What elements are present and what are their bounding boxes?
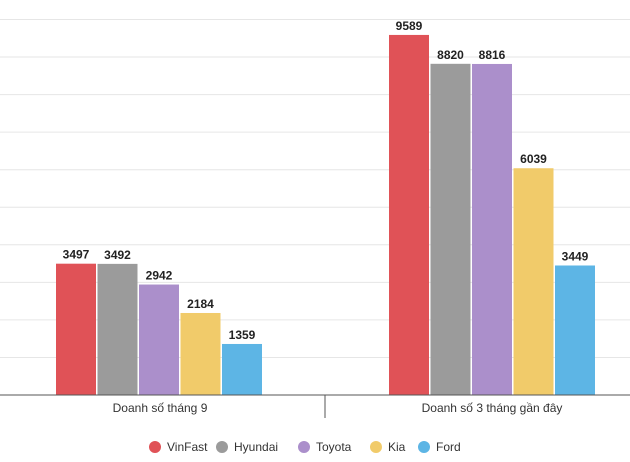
bar-kia-1 <box>513 168 554 395</box>
data-label: 6039 <box>520 152 547 166</box>
x-axis <box>0 394 630 418</box>
data-label: 2942 <box>146 269 173 283</box>
data-label: 9589 <box>396 19 423 33</box>
legend: VinFast Hyundai Toyota Kia Ford <box>149 440 461 454</box>
data-label: 3497 <box>63 248 90 262</box>
legend-label: Kia <box>388 440 406 454</box>
data-label: 2184 <box>187 297 214 311</box>
category-labels-group: Doanh số tháng 9 Doanh số 3 tháng gần đây <box>113 401 563 415</box>
bar-ford-0 <box>222 343 262 395</box>
data-label: 8816 <box>479 48 506 62</box>
bar-ford-1 <box>555 265 595 395</box>
bar-toyota-0 <box>139 284 179 395</box>
legend-marker <box>298 441 310 453</box>
legend-label: Ford <box>436 440 461 454</box>
data-label: 3492 <box>104 248 131 262</box>
bar-hyundai-0 <box>97 263 138 395</box>
data-label: 3449 <box>562 249 589 263</box>
legend-label: Toyota <box>316 440 352 454</box>
data-label: 8820 <box>437 48 464 62</box>
bar-hyundai-1 <box>430 63 471 396</box>
legend-label: Hyundai <box>234 440 278 454</box>
legend-label: VinFast <box>167 440 208 454</box>
legend-marker <box>216 441 228 453</box>
data-label: 1359 <box>229 328 256 342</box>
bar-kia-0 <box>180 312 221 395</box>
bar-toyota-1 <box>472 63 512 396</box>
category-label: Doanh số 3 tháng gần đây <box>422 401 563 415</box>
category-label: Doanh số tháng 9 <box>113 401 208 415</box>
bar-vinfast-0 <box>56 263 96 395</box>
legend-marker <box>370 441 382 453</box>
data-labels-group: 3497 3492 2942 2184 1359 9589 8820 8816 6039 3449 <box>63 19 589 342</box>
bars-group <box>56 34 595 396</box>
bar-vinfast-1 <box>389 34 429 396</box>
legend-marker <box>149 441 161 453</box>
legend-marker <box>418 441 430 453</box>
